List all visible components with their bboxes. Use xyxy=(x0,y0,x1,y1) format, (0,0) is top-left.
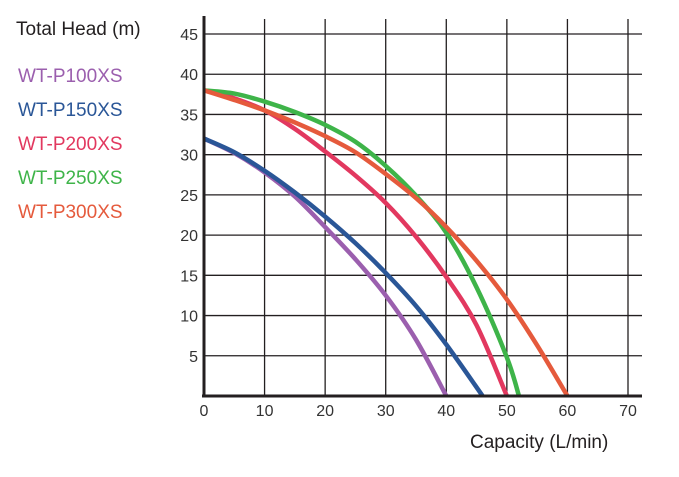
x-tick-label-0: 0 xyxy=(200,403,209,420)
x-tick-label-20: 20 xyxy=(316,403,334,420)
legend-item-wt-p250xs: WT-P250XS xyxy=(18,168,123,189)
y-tick-label-40: 40 xyxy=(180,67,198,84)
legend-item-wt-p150xs: WT-P150XS xyxy=(18,100,123,121)
x-tick-label-60: 60 xyxy=(559,403,577,420)
y-tick-label-25: 25 xyxy=(180,188,198,205)
x-tick-label-30: 30 xyxy=(377,403,395,420)
y-tick-label-35: 35 xyxy=(180,107,198,124)
series-line-wt-p150xs xyxy=(203,136,485,398)
y-tick-label-5: 5 xyxy=(189,349,198,366)
y-tick-label-20: 20 xyxy=(180,228,198,245)
grid xyxy=(204,19,642,396)
x-tick-label-10: 10 xyxy=(256,403,274,420)
legend-item-wt-p100xs: WT-P100XS xyxy=(18,66,123,87)
x-axis-title: Capacity (L/min) xyxy=(470,432,609,453)
series-layer xyxy=(203,88,570,398)
tick-labels: 0 10 20 30 40 50 60 70 5 10 15 20 25 30 35 40 45 xyxy=(180,27,637,420)
x-tick-label-50: 50 xyxy=(498,403,516,420)
y-tick-label-45: 45 xyxy=(180,27,198,44)
legend-item-wt-p200xs: WT-P200XS xyxy=(18,134,123,155)
y-axis-title: Total Head (m) xyxy=(16,19,141,40)
series-line-wt-p250xs xyxy=(203,88,522,397)
legend: WT-P100XS WT-P150XS WT-P200XS WT-P250XS … xyxy=(18,60,123,230)
y-tick-label-30: 30 xyxy=(180,148,198,165)
y-tick-label-15: 15 xyxy=(180,268,198,285)
x-tick-label-70: 70 xyxy=(619,403,637,420)
axes xyxy=(202,16,642,398)
series-line-wt-p300xs xyxy=(203,88,570,398)
y-tick-label-10: 10 xyxy=(180,309,198,326)
legend-item-wt-p300xs: WT-P300XS xyxy=(18,202,123,223)
x-tick-label-40: 40 xyxy=(437,403,455,420)
